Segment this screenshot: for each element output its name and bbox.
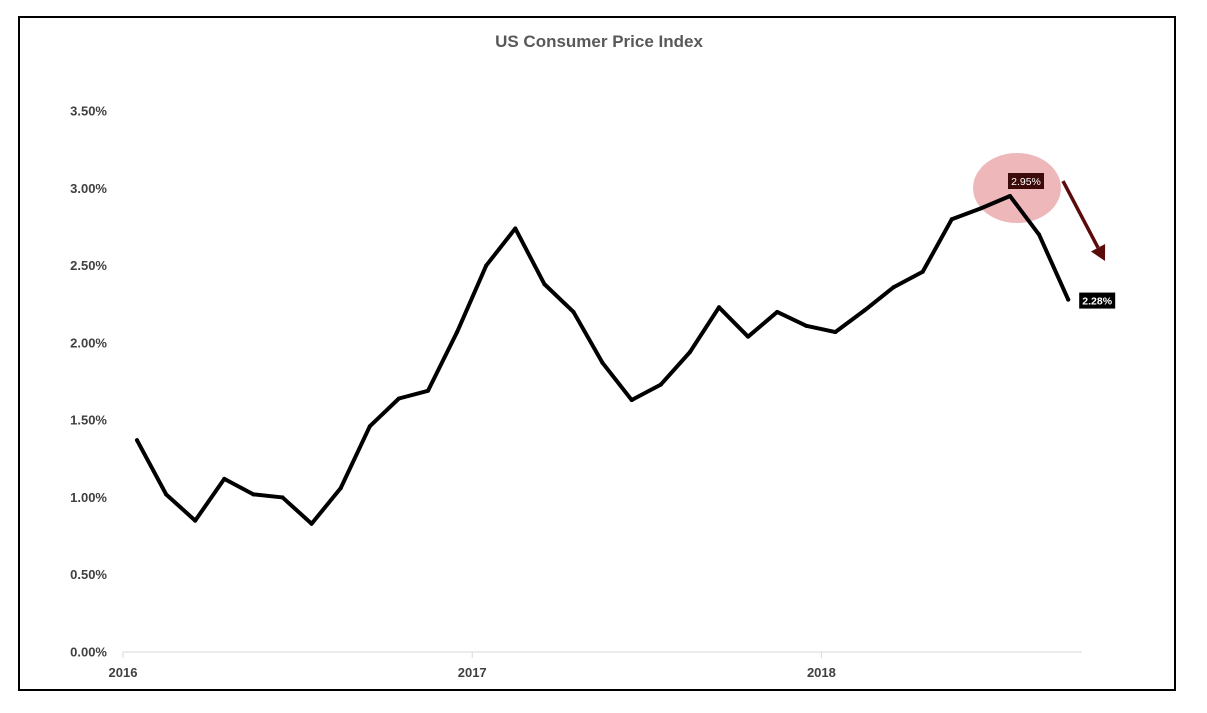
y-tick-label: 0.00% [70, 645, 107, 660]
y-axis: 0.00% 0.50% 1.00% 1.50% 2.00% 2.50% 3.00% 3.50% [70, 104, 107, 660]
data-point [280, 495, 285, 500]
x-tick-label: 2016 [109, 665, 138, 680]
data-point [687, 350, 692, 355]
data-point [920, 269, 925, 274]
data-point [251, 492, 256, 497]
data-point [309, 521, 314, 526]
data-point [804, 323, 809, 328]
y-tick-label: 2.50% [70, 258, 107, 273]
data-point [571, 309, 576, 314]
y-tick-label: 3.00% [70, 181, 107, 196]
data-point [222, 476, 227, 481]
trend-arrow-shaft [1061, 180, 1100, 249]
data-label: 2.28% [1082, 296, 1112, 308]
data-point [1008, 194, 1012, 199]
series-group [135, 153, 1071, 526]
data-label: 2.95% [1011, 176, 1041, 188]
data-point [367, 424, 372, 429]
y-tick-label: 0.50% [70, 567, 107, 582]
data-point [600, 360, 605, 365]
chart-frame: US Consumer Price Index 0.00% 0.50% 1.00% 1… [18, 16, 1176, 691]
trend-arrow-head [1090, 244, 1106, 262]
data-point [775, 309, 780, 314]
data-point [833, 330, 838, 335]
data-label-box [1008, 173, 1044, 190]
data-point [164, 492, 169, 497]
data-point [717, 305, 721, 310]
data-label-box [1079, 292, 1116, 309]
line-chart: 0.00% 0.50% 1.00% 1.50% 2.00% 2.50% 3.00% 3.50%… [70, 104, 1116, 680]
data-point [513, 226, 518, 231]
chart-title: US Consumer Price Index [495, 32, 703, 51]
data-point [135, 438, 139, 443]
data-point [978, 206, 983, 211]
y-tick-label: 1.50% [70, 413, 107, 428]
data-point [862, 308, 867, 313]
data-point [658, 382, 663, 387]
data-point [891, 285, 896, 290]
data-point [455, 330, 460, 335]
y-tick-label: 3.50% [70, 104, 107, 119]
data-point [1066, 297, 1071, 302]
data-point [949, 217, 954, 222]
data-point [426, 388, 430, 393]
annotations: 2.95% 2.28% [1008, 173, 1116, 309]
series-line [135, 194, 1071, 526]
data-point [1037, 232, 1042, 237]
data-point [542, 282, 547, 287]
data-point [629, 398, 634, 403]
x-axis: 2016 2017 2018 [109, 651, 1082, 680]
data-point [193, 518, 198, 523]
data-point [746, 334, 751, 339]
y-tick-label: 1.00% [70, 490, 107, 505]
y-tick-label: 2.00% [70, 335, 107, 350]
data-point [396, 396, 401, 401]
data-point [484, 263, 489, 268]
x-tick-label: 2017 [458, 665, 487, 680]
x-tick-label: 2018 [807, 665, 836, 680]
data-point [338, 486, 343, 491]
